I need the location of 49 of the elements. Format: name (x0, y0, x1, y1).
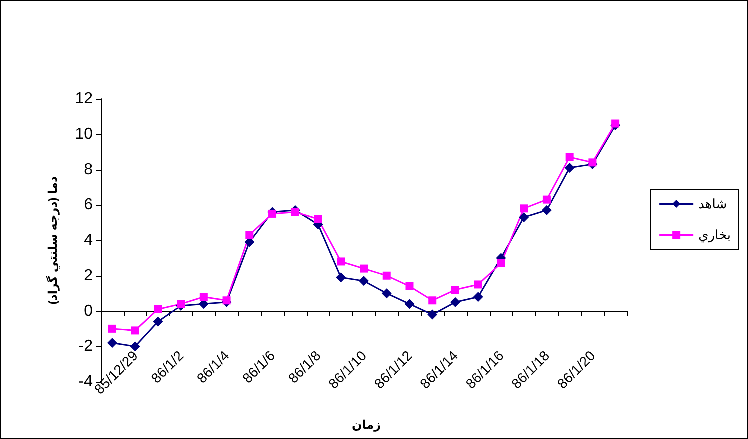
point (153, 316, 164, 327)
point (428, 310, 438, 320)
point (474, 280, 482, 289)
legend-label: بخاري (698, 228, 732, 244)
point (222, 296, 231, 305)
y-axis-title: دما (درجه سلنتي گراد) (46, 176, 60, 305)
point (314, 215, 322, 224)
point (200, 293, 208, 302)
point (337, 258, 346, 266)
point (107, 338, 118, 348)
point (473, 292, 484, 302)
y-tick-label: 8 (84, 161, 94, 178)
point (130, 342, 140, 352)
point (519, 212, 530, 223)
point (520, 204, 528, 213)
point (566, 153, 574, 162)
point (359, 276, 369, 286)
point (268, 210, 277, 218)
y-tick-label: 10 (75, 126, 94, 143)
point (131, 326, 140, 335)
point (360, 264, 368, 273)
point (382, 288, 392, 299)
point (406, 282, 414, 290)
point (450, 297, 460, 308)
point (588, 158, 597, 167)
point (542, 205, 552, 216)
point (291, 208, 300, 216)
point (497, 259, 506, 268)
point (154, 305, 162, 314)
y-tick-label: 12 (75, 90, 94, 108)
y-tick-label: -4 (78, 374, 94, 390)
y-tick-label: 4 (84, 232, 94, 249)
point (564, 162, 575, 173)
point (382, 272, 391, 280)
point (542, 196, 551, 204)
point (336, 272, 346, 283)
y-tick-label: 0 (84, 302, 94, 320)
point (108, 324, 116, 333)
point (177, 300, 186, 308)
point (428, 296, 437, 305)
point (451, 286, 460, 294)
y-tick-label: -2 (78, 338, 94, 356)
x-axis-title: زمان (352, 418, 382, 432)
y-tick-label: 2 (84, 267, 94, 284)
legend-label: شاهد (698, 196, 728, 212)
point (404, 299, 415, 310)
point (612, 120, 620, 128)
y-tick-label: 6 (84, 196, 94, 214)
point (246, 231, 254, 240)
